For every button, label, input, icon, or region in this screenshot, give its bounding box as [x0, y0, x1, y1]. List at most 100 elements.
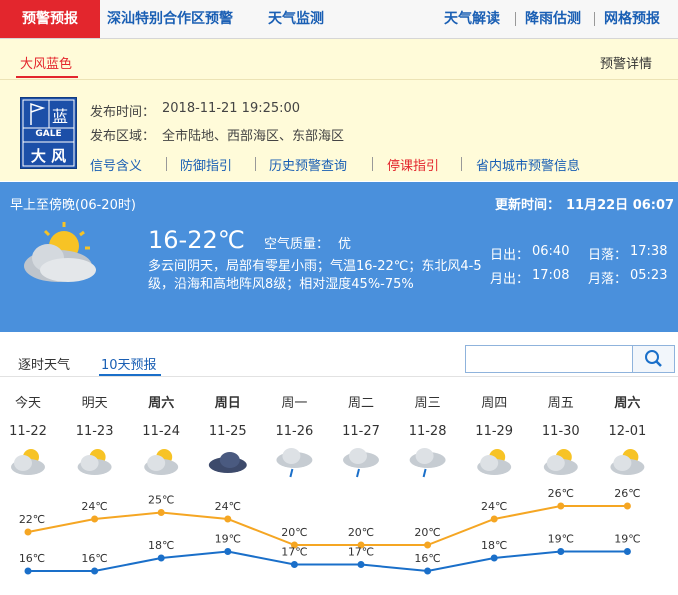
warning-icon: 蓝 GALE 大 风: [20, 97, 77, 169]
separator: [372, 157, 373, 171]
date: 11-29: [475, 424, 513, 439]
day-name: 周二: [348, 396, 374, 411]
weather-icon: [409, 448, 446, 478]
high-label: 26℃: [614, 487, 640, 500]
high-label: 24℃: [215, 500, 241, 513]
tab[interactable]: 逐时天气: [18, 358, 71, 373]
icon-level: 蓝: [52, 107, 69, 126]
high-line: [27, 505, 628, 546]
high-point: [557, 502, 565, 510]
cloud: [480, 455, 499, 471]
day-name: 周一: [281, 396, 307, 411]
link[interactable]: 省内城市预警信息: [476, 159, 581, 174]
cloud: [349, 448, 367, 464]
separator: [255, 157, 256, 171]
detail-link[interactable]: 预警详情: [600, 57, 653, 72]
nav-link[interactable]: 天气监测: [268, 11, 324, 27]
search-input[interactable]: [465, 345, 633, 373]
rain: [289, 468, 294, 478]
nav-link[interactable]: 降雨估测: [525, 11, 581, 27]
moonset: 05:23: [630, 268, 668, 283]
nav-link[interactable]: 深汕特别合作区预警: [107, 11, 233, 27]
separator: [166, 157, 167, 171]
date: 11-25: [209, 424, 247, 439]
high-label: 20℃: [281, 526, 307, 539]
low-label: 16℃: [81, 552, 107, 565]
nav-tab-active[interactable]: 预警预报: [0, 0, 100, 38]
weather-icon: [77, 449, 112, 475]
day-name: 周五: [548, 396, 574, 411]
divider: [0, 79, 678, 80]
tab-underline: [99, 374, 161, 376]
date: 11-26: [276, 424, 314, 439]
low-label: 17℃: [281, 546, 307, 559]
low-label: 16℃: [19, 552, 45, 565]
today-panel: 早上至傍晚(06-20时) 更新时间： 11月22日 06:07 16-22℃ …: [0, 182, 678, 332]
weather-icon: [24, 222, 96, 282]
low-point: [490, 554, 498, 562]
separator: [594, 12, 595, 26]
day-name: 周六: [614, 395, 640, 411]
update-label: 更新时间：: [495, 198, 561, 213]
high-label: 24℃: [81, 500, 107, 513]
forecast: 今天 11-22 明天 11-23 周六 11-24 周日 11-25 周一 11-26 周二 11-…: [9, 395, 647, 575]
high-point: [357, 541, 365, 549]
cloud: [282, 448, 301, 464]
low-label: 19℃: [548, 533, 574, 546]
tab-underline: [16, 76, 78, 78]
rain: [356, 468, 360, 478]
moonset-label: 月落：: [588, 272, 628, 287]
nav-link[interactable]: 网格预报: [604, 11, 660, 27]
warning-tab[interactable]: 大风蓝色: [20, 57, 73, 72]
high-label: 20℃: [348, 526, 374, 539]
link[interactable]: 防御指引: [180, 159, 233, 174]
date: 11-22: [9, 424, 47, 439]
high-point: [91, 515, 99, 523]
low-label: 18℃: [481, 539, 507, 552]
high-point: [157, 509, 165, 516]
separator: [515, 12, 516, 26]
high-point: [424, 541, 432, 549]
weather-icon: [610, 449, 645, 475]
day-name: 周日: [215, 396, 241, 411]
high-label: 25℃: [148, 494, 174, 507]
rain: [422, 468, 427, 478]
high-point: [290, 541, 298, 549]
day-name: 周六: [148, 395, 174, 411]
high-point: [490, 515, 498, 523]
period: 早上至傍晚(06-20时): [10, 198, 136, 213]
area-label: 发布区域：: [90, 129, 156, 144]
link[interactable]: 历史预警查询: [269, 159, 348, 174]
weather-icon: [144, 449, 179, 475]
high-label: 20℃: [414, 526, 440, 539]
low-point: [224, 548, 232, 555]
link[interactable]: 信号含义: [90, 159, 143, 174]
low-label: 17℃: [348, 546, 374, 559]
low-line: [28, 550, 628, 573]
link[interactable]: 停课指引: [387, 159, 440, 174]
icon-en: GALE: [35, 129, 62, 139]
icon-frame: [22, 99, 75, 167]
warning-panel: 大风蓝色 预警详情 蓝 GALE 大 风 发布时间： 2018-11-21 19…: [0, 39, 678, 181]
tab-active[interactable]: 10天预报: [101, 358, 157, 373]
sunrise-label: 日出：: [490, 248, 530, 263]
search-button[interactable]: [632, 345, 675, 373]
aqi: 优: [338, 237, 352, 252]
day-name: 周三: [415, 396, 441, 411]
moonrise: 17:08: [532, 268, 570, 283]
nav-link[interactable]: 天气解读: [444, 11, 500, 27]
date: 12-01: [609, 424, 647, 439]
date: 11-24: [142, 424, 180, 439]
cloud: [147, 455, 166, 471]
low-point: [557, 548, 565, 555]
low-label: 16℃: [414, 552, 440, 565]
high-point: [623, 502, 631, 510]
day-name: 明天: [82, 396, 108, 411]
cloud: [613, 455, 632, 471]
low-point: [91, 567, 99, 575]
date: 11-28: [409, 424, 447, 439]
sunset: 17:38: [630, 244, 668, 259]
update-time: 11月22日 06:07: [566, 198, 675, 213]
weather-icon: [208, 452, 247, 473]
